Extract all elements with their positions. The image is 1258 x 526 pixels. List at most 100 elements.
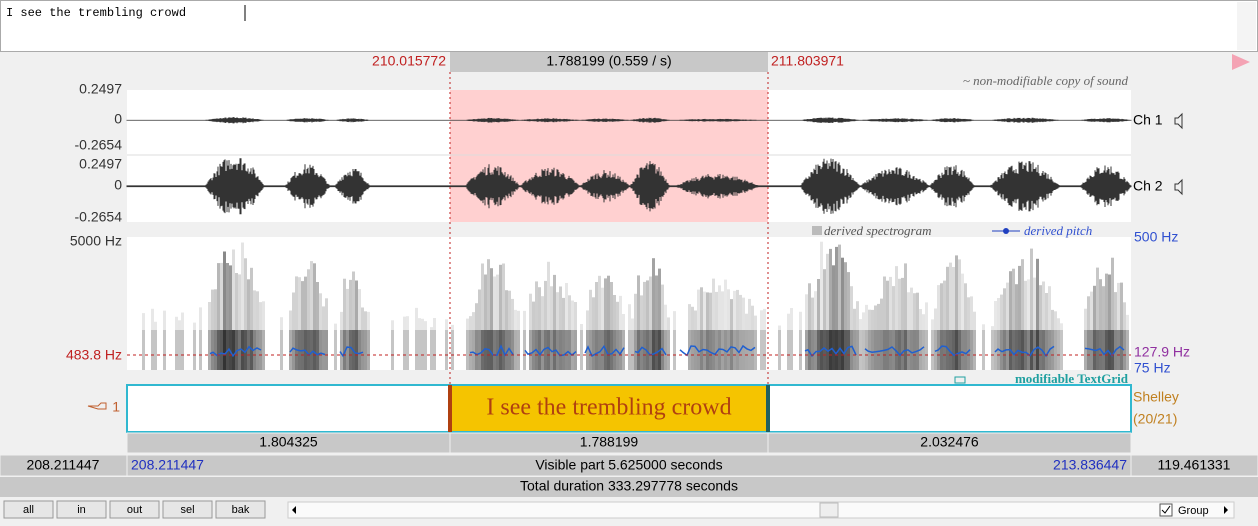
play-triangle[interactable] [1232,54,1250,70]
spectrogram-band [943,330,946,370]
spectrogram-band [874,330,877,370]
spectrogram-band [712,330,715,370]
scrollbar[interactable] [288,502,1234,518]
spectrogram-band [445,330,448,370]
spectrogram-band [877,330,880,370]
spectrogram-band [763,330,766,370]
interval-durations: 1.8043251.7881992.032476 [127,433,1131,453]
spectrogram-band [871,330,874,370]
pitch-legend: derived pitch [1024,223,1092,238]
spectrogram-band [367,330,370,370]
selection-start: 210.015772 [372,53,446,69]
ch1-zero: 0 [114,111,122,127]
spectrogram-band [673,330,676,370]
spectrogram-band [571,330,574,370]
spectrogram-band [1021,330,1024,370]
spectrogram-band [340,330,343,370]
interval-duration: 1.788199 [580,434,639,450]
spectrogram-band [544,330,547,370]
spectrogram-band [307,330,310,370]
tier-hand-icon [88,403,106,409]
spectrogram-band [391,330,394,370]
window-start: 208.211447 [27,457,100,473]
pitch-cursor: 127.9 Hz [1134,344,1190,360]
text-area[interactable] [1,1,1258,52]
spectrogram-band [619,330,622,370]
spectrogram-band [652,330,655,370]
spectrogram-band [970,330,973,370]
spectrogram-band [859,330,862,370]
spectrogram-band [592,330,595,370]
spectrogram-band [421,330,424,370]
spectrogram-band [517,330,520,370]
spectrogram-band [451,330,454,370]
text-content: I see the trembling crowd [6,6,186,20]
ch1-speaker-icon[interactable] [1175,114,1182,128]
spectrogram-band [280,330,283,370]
scroll-thumb[interactable] [820,503,838,517]
spectrogram-band [415,330,418,370]
spectrogram-band [310,330,313,370]
spectrogram-band [655,330,658,370]
spectrogram-band [361,330,364,370]
spectrogram-band [649,330,652,370]
toolbar: allinoutselbak [4,501,265,518]
ch2-min: -0.2654 [75,209,123,225]
praat-editor: I see the trembling crowd 210.015772 1.7… [0,0,1258,521]
spectrogram-band [175,330,178,370]
spectrogram-band [607,330,610,370]
spectrogram-band [742,330,745,370]
spectrogram-band [709,330,712,370]
spectrogram-band [1126,330,1129,370]
spectrogram-band [958,330,961,370]
spectrogram-legend-icon [812,226,822,235]
spectrogram-band [319,330,322,370]
spectrogram-band [811,330,814,370]
spectrogram-band [322,330,325,370]
page: I see the trembling crowd 210.015772 1.7… [0,0,1258,521]
spectrogram-band [790,330,793,370]
spectrogram-band [511,330,514,370]
spectrogram-band [142,330,145,370]
spectrogram-band [217,330,220,370]
tier-number: 1 [112,399,120,415]
spectrogram-band [730,330,733,370]
spectrogram-band [745,330,748,370]
spectrogram-band [211,330,214,370]
interval-duration: 2.032476 [920,434,979,450]
spectrogram-band [232,330,235,370]
spectrogram-band [1102,330,1105,370]
spectrogram-band [220,330,223,370]
spectrogram-band [349,330,352,370]
spectrogram-band [973,330,976,370]
text-scrollbar[interactable] [1237,2,1256,50]
ch2-zero: 0 [114,177,122,193]
group-checkbox[interactable] [1160,504,1172,516]
spectrogram-band [901,330,904,370]
spectrogram-band [334,330,337,370]
spectrogram-band [562,330,565,370]
spectrogram-band [664,330,667,370]
spectrogram-band [193,330,196,370]
spectrogram-legend: derived spectrogram [824,223,931,238]
window-end: 119.461331 [1158,457,1231,473]
spectrogram-band [424,330,427,370]
spectrogram-band [760,330,763,370]
spectrogram-band [922,330,925,370]
spectrogram-band [565,330,568,370]
spectrogram-band [799,330,802,370]
textgrid-label: modifiable TextGrid [1015,371,1129,386]
spectrogram-band [1027,330,1030,370]
spectrogram-band [574,330,577,370]
spectrogram-band [961,330,964,370]
spectrogram-band [733,330,736,370]
spectrogram-band [466,330,469,370]
spectrogram-band [595,330,598,370]
spectrogram-band [580,330,583,370]
ch2-speaker-icon[interactable] [1175,180,1182,194]
spectrogram-band [493,330,496,370]
spectrogram-band [856,330,859,370]
spectrogram-band [325,330,328,370]
spectrogram-band [1012,330,1015,370]
spectrogram-band [787,330,790,370]
